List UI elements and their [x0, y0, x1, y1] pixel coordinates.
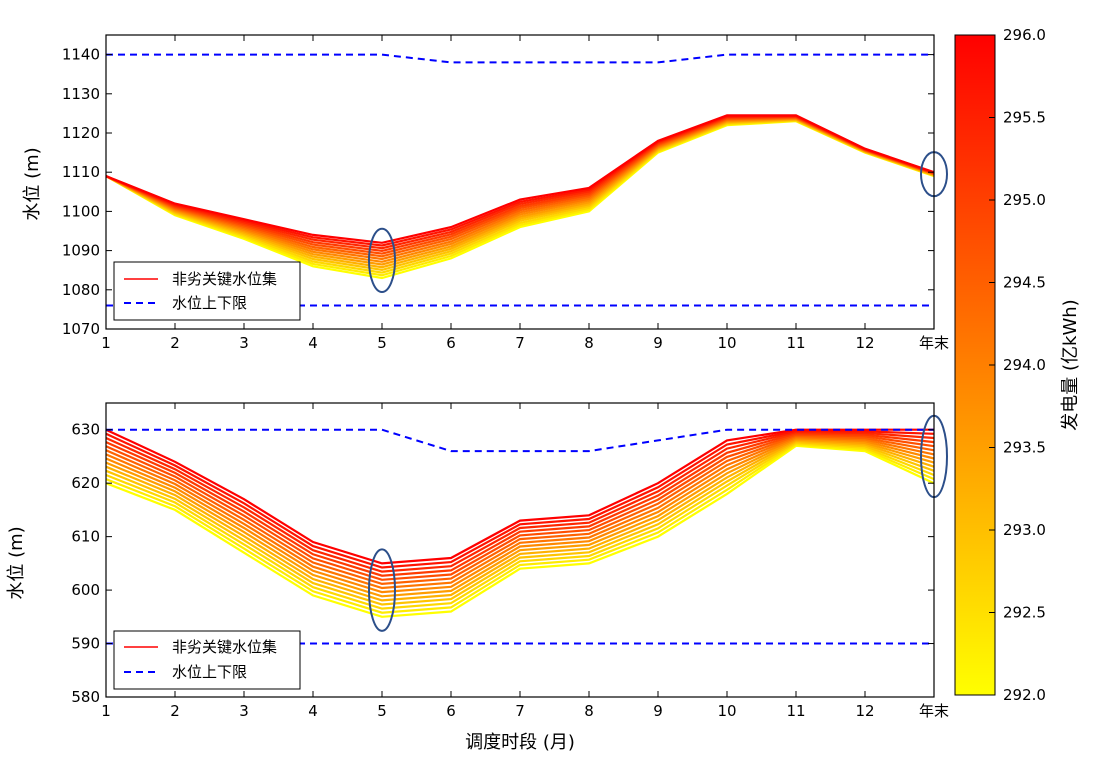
colorbar-tick-label: 292.5: [1003, 604, 1046, 622]
lower-legend-set-label: 非劣关键水位集: [172, 638, 277, 656]
lower-y-tick-label: 600: [71, 581, 100, 599]
upper-x-tick-label: 11: [786, 334, 805, 352]
colorbar-tick-label: 296.0: [1003, 26, 1046, 44]
lower-x-tick-label: 年末: [919, 702, 949, 720]
upper-water-level-line: [105, 116, 935, 258]
lower-x-tick-label: 11: [786, 702, 805, 720]
lower-y-tick-label: 620: [71, 474, 100, 492]
upper-series-lines: [105, 114, 935, 280]
upper-legend: 非劣关键水位集 水位上下限: [113, 261, 301, 321]
lower-legend-box: [113, 630, 301, 690]
upper-y-tick-label: 1100: [62, 202, 100, 220]
upper-x-tick-label: 1: [101, 334, 111, 352]
lower-y-tick-label: 610: [71, 528, 100, 546]
upper-water-level-line: [105, 118, 935, 269]
upper-y-tick-label: 1140: [62, 46, 100, 64]
lower-x-tick-label: 8: [584, 702, 594, 720]
upper-y-tick-label: 1110: [62, 163, 100, 181]
colorbar-tick-label: 294.5: [1003, 274, 1046, 292]
lower-water-level-line: [105, 428, 934, 565]
lower-y-tick-label: 630: [71, 421, 100, 439]
colorbar-ticks: 292.0 292.5 293.0 293.5 294.0 294.5 295.0 295.5…: [989, 26, 1046, 704]
upper-highlight-ellipses: [368, 151, 948, 294]
upper-x-tick-label: 12: [855, 334, 874, 352]
upper-water-level-line: [105, 117, 935, 263]
upper-x-tick-label: 年末: [919, 334, 949, 352]
colorbar-tick-label: 294.0: [1003, 356, 1046, 374]
lower-y-ticks: 580 590 600 610 620 630: [71, 421, 934, 706]
upper-water-level-line: [105, 118, 935, 272]
lower-water-level-line: [105, 435, 935, 590]
upper-upper-bound-line: [106, 53, 934, 64]
lower-water-level-line: [105, 437, 935, 594]
upper-x-tick-label: 7: [515, 334, 525, 352]
lower-water-level-line: [105, 431, 935, 573]
lower-y-tick-label: 590: [71, 635, 100, 653]
upper-y-tick-label: 1070: [62, 320, 100, 338]
upper-y-tick-label: 1080: [62, 281, 100, 299]
lower-x-tick-label: 4: [308, 702, 318, 720]
upper-y-tick-label: 1120: [62, 124, 100, 142]
colorbar-tick-label: 293.5: [1003, 439, 1046, 457]
lower-water-level-line: [105, 432, 935, 577]
upper-y-tick-label: 1090: [62, 242, 100, 260]
lower-water-level-line: [105, 433, 935, 581]
lower-legend: 非劣关键水位集 水位上下限: [113, 630, 301, 690]
upper-x-tick-label: 2: [170, 334, 180, 352]
lower-x-tick-label: 12: [855, 702, 874, 720]
upper-water-level-line: [105, 116, 935, 261]
upper-x-tick-label: 8: [584, 334, 594, 352]
lower-x-tick-label: 5: [377, 702, 387, 720]
upper-x-tick-label: 6: [446, 334, 456, 352]
lower-x-tick-label: 1: [101, 702, 111, 720]
upper-highlight-ellipse: [368, 227, 396, 294]
lower-x-tick-label: 6: [446, 702, 456, 720]
upper-legend-box: [113, 261, 301, 321]
upper-legend-set-label: 非劣关键水位集: [172, 270, 277, 288]
lower-x-tick-label: 7: [515, 702, 525, 720]
colorbar: 292.0 292.5 293.0 293.5 294.0 294.5 295.0 295.5…: [954, 26, 1081, 704]
lower-y-tick-label: 580: [71, 688, 100, 706]
colorbar-tick-label: 292.0: [1003, 686, 1046, 704]
lower-x-tick-label: 3: [239, 702, 249, 720]
lower-x-tick-label: 9: [653, 702, 663, 720]
upper-x-tick-label: 3: [239, 334, 249, 352]
lower-highlight-ellipse: [368, 548, 396, 632]
colorbar-label: 发电量 (亿kWh): [1060, 299, 1081, 430]
upper-water-level-line: [105, 117, 935, 266]
lower-series-lines: [105, 428, 935, 618]
lower-water-level-line: [105, 429, 935, 569]
lower-x-tick-label: 10: [717, 702, 736, 720]
lower-water-level-line: [105, 438, 935, 598]
colorbar-gradient: [954, 34, 996, 696]
upper-y-ticks: 1070 1080 1090 1100 1110 1120 1130 1140: [62, 46, 934, 338]
upper-water-level-line: [105, 119, 935, 277]
lower-water-level-line: [105, 440, 935, 606]
colorbar-tick-label: 295.0: [1003, 191, 1046, 209]
x-axis-label: 调度时段 (月): [465, 732, 575, 753]
lower-water-level-line: [105, 434, 935, 586]
lower-y-axis-label: 水位 (m): [6, 526, 27, 599]
upper-x-tick-label: 10: [717, 334, 736, 352]
upper-water-level-line: [105, 114, 935, 244]
upper-y-axis-label: 水位 (m): [22, 147, 43, 220]
lower-x-tick-label: 2: [170, 702, 180, 720]
upper-legend-bound-label: 水位上下限: [172, 294, 247, 312]
upper-x-tick-label: 5: [377, 334, 387, 352]
lower-legend-bound-label: 水位上下限: [172, 663, 247, 681]
lower-x-ticks: 1 2 3 4 5 6 7 8 9 10 11 12 年末: [101, 403, 949, 720]
colorbar-tick-label: 295.5: [1003, 109, 1046, 127]
colorbar-tick-label: 293.0: [1003, 521, 1046, 539]
upper-x-ticks: 1 2 3 4 5 6 7 8 9 10 11 12 年末: [101, 35, 949, 352]
lower-upper-bound-line: [106, 428, 934, 453]
upper-y-tick-label: 1130: [62, 85, 100, 103]
upper-x-tick-label: 9: [653, 334, 663, 352]
upper-water-level-line: [105, 119, 935, 274]
upper-x-tick-label: 4: [308, 334, 318, 352]
lower-water-level-line: [105, 442, 935, 610]
